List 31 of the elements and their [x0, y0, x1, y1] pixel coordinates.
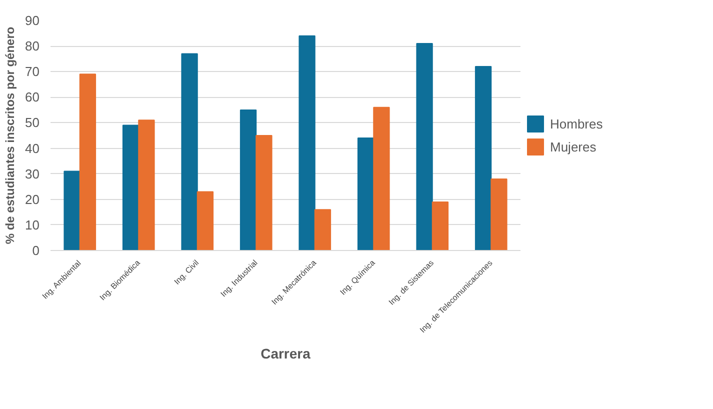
y-tick-label: 90: [25, 13, 40, 28]
bar: [416, 43, 433, 250]
y-axis-title: % de estudiantes inscritos por género: [3, 26, 18, 244]
bar: [240, 109, 257, 250]
x-tick-label: Ing. Civil: [172, 258, 201, 286]
bar: [298, 35, 316, 250]
bar: [64, 170, 80, 250]
y-tick-label: 20: [25, 192, 40, 207]
y-tick-label: 40: [25, 140, 40, 156]
bar: [256, 135, 272, 250]
bar: [357, 138, 374, 250]
bar: [138, 120, 155, 250]
bar: [474, 66, 492, 250]
bar: [79, 74, 96, 250]
bar: [314, 209, 332, 250]
bar: [373, 106, 390, 250]
bar: [122, 124, 140, 250]
y-tick-label: 0: [32, 243, 40, 258]
y-tick-label: 10: [25, 217, 40, 232]
bar: [196, 191, 214, 250]
y-tick-label: 70: [25, 64, 40, 80]
legend-label: Mujeres: [550, 139, 596, 154]
bar: [490, 178, 508, 250]
y-tick-label: 30: [25, 166, 40, 182]
bar: [181, 53, 198, 250]
x-axis-title: Carrera: [260, 346, 311, 362]
y-tick-label: 60: [25, 90, 40, 105]
legend-label: Hombres: [550, 116, 603, 131]
y-tick-label: 80: [25, 38, 40, 54]
bar: [432, 201, 449, 250]
y-tick-label: 50: [25, 115, 40, 130]
